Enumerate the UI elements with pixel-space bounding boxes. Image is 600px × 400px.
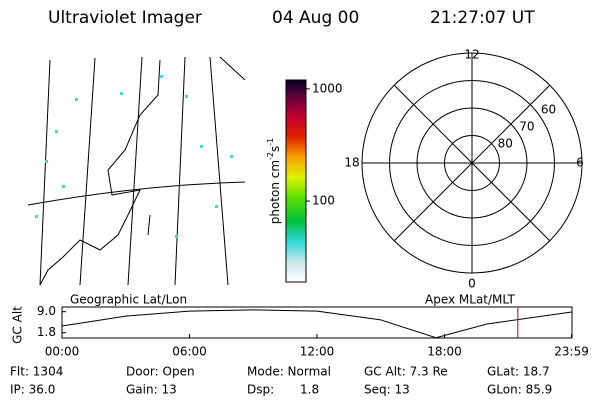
- status-item: Door: Open: [126, 365, 195, 379]
- polar-plot: [362, 53, 582, 273]
- lat-label: 80: [498, 137, 513, 151]
- x-tick-label: 23:59: [554, 345, 589, 359]
- status-item: GLat: 18.7: [487, 365, 550, 379]
- x-tick-label: 06:00: [172, 345, 207, 359]
- status-item: Dsp:: [247, 383, 274, 397]
- mlt-label: 0: [468, 277, 476, 291]
- y-tick-label: 9.0: [37, 304, 56, 318]
- map: [27, 56, 246, 286]
- colorbar-label: photon cm-2s-1: [266, 138, 282, 225]
- polar-ring: [444, 135, 500, 191]
- colorbar: [285, 79, 307, 283]
- x-tick-label: 12:00: [300, 345, 335, 359]
- status-item: 1.8: [300, 383, 319, 397]
- status-item: IP: 36.0: [10, 383, 55, 397]
- polar-ring: [416, 107, 528, 219]
- lat-label: 70: [519, 120, 534, 134]
- status-item: Seq: 13: [364, 383, 410, 397]
- mlt-label: 18: [344, 156, 359, 170]
- status-item: Flt: 1304: [10, 365, 63, 379]
- colorbar-tick-label: 100: [312, 194, 335, 208]
- y-tick-label: 1.8: [37, 325, 56, 339]
- mlt-label: 12: [464, 48, 479, 62]
- colorbar-tick-label: 1000: [312, 81, 343, 95]
- polar-ring: [361, 52, 583, 274]
- title: Ultraviolet Imager: [48, 8, 202, 28]
- lat-label: 60: [541, 103, 556, 117]
- x-tick-label: 18:00: [427, 345, 462, 359]
- status-item: Mode: Normal: [247, 365, 331, 379]
- date: 04 Aug 00: [272, 8, 359, 28]
- status-item: GLon: 85.9: [487, 383, 552, 397]
- status-item: Gain: 13: [126, 383, 177, 397]
- altitude-line: [61, 309, 572, 339]
- mlt-label: 6: [576, 156, 584, 170]
- panel-label: Geographic Lat/Lon: [70, 293, 187, 307]
- panel-label: Apex MLat/MLT: [425, 293, 515, 307]
- polar-ring: [389, 80, 555, 246]
- status: Flt: 1304 Door: Open Mode: Normal GC Alt…: [10, 365, 552, 397]
- altitude-ylabel: GC Alt: [11, 306, 25, 344]
- status-item: GC Alt: 7.3 Re: [364, 365, 448, 379]
- x-tick-label: 00:00: [45, 345, 80, 359]
- time: 21:27:07 UT: [430, 8, 535, 28]
